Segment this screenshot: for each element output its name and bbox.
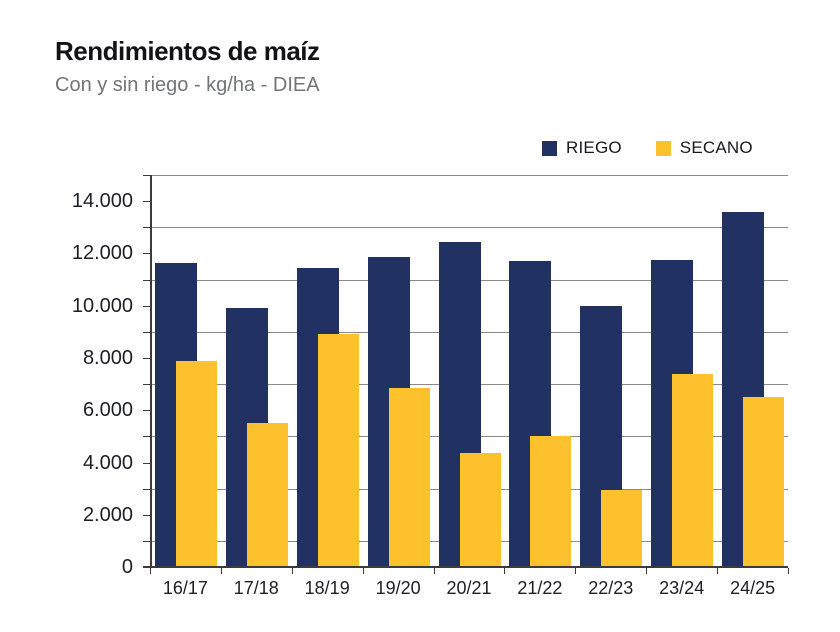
legend-swatch-riego	[542, 140, 557, 156]
x-axis-label-16/17: 16/17	[162, 578, 208, 598]
legend-label: SECANO	[679, 138, 753, 157]
y-tick-8000	[143, 357, 150, 359]
x-tick-6	[575, 568, 577, 574]
y-tick-11000	[143, 279, 150, 281]
chart-title: Rendimientos de maíz	[55, 36, 320, 66]
legend-label: RIEGO	[566, 138, 622, 157]
x-tick-1	[220, 568, 222, 574]
y-axis-label-10.000: 10.000	[71, 294, 133, 317]
y-axis-label-2.000: 2.000	[82, 503, 133, 526]
x-tick-3	[362, 568, 364, 574]
y-axis	[150, 175, 152, 567]
x-tick-7	[646, 568, 648, 574]
y-tick-10000	[143, 305, 150, 307]
bar-secano-21/22	[530, 436, 572, 567]
bar-secano-19/20	[388, 388, 430, 567]
x-axis-label-21/22: 21/22	[517, 578, 563, 598]
bar-secano-17/18	[246, 423, 288, 567]
legend-swatch-secano	[655, 140, 671, 156]
x-axis-label-18/19: 18/19	[304, 578, 350, 598]
y-tick-12000	[143, 253, 150, 255]
x-axis-label-23/24: 23/24	[659, 578, 705, 598]
x-tick-5	[504, 568, 506, 574]
x-axis-label-17/18: 17/18	[233, 578, 279, 598]
legend-item-riego: RIEGO	[542, 138, 622, 158]
bar-secano-16/17	[176, 360, 217, 567]
bar-secano-22/23	[601, 489, 643, 567]
x-tick-4	[433, 568, 435, 574]
y-tick-3000	[143, 488, 150, 490]
y-tick-7000	[143, 384, 150, 386]
y-tick-15000	[143, 175, 150, 176]
x-axis	[143, 566, 788, 568]
x-tick-8	[717, 568, 719, 574]
y-tick-4000	[143, 462, 150, 464]
x-tick-2	[291, 568, 293, 574]
chart-subtitle: Con y sin riego - kg/ha - DIEA	[55, 74, 320, 96]
y-axis-label-8.000: 8.000	[82, 346, 133, 369]
y-tick-5000	[143, 436, 150, 438]
y-axis-label-14.000: 14.000	[71, 190, 133, 213]
bar-secano-18/19	[317, 334, 359, 567]
x-axis-label-22/23: 22/23	[588, 578, 634, 598]
y-tick-9000	[143, 331, 150, 333]
y-tick-1000	[143, 540, 150, 542]
legend-item-secano: SECANO	[655, 138, 753, 158]
bar-secano-23/24	[672, 373, 714, 567]
x-tick-0	[150, 568, 151, 574]
y-axis-label-0: 0	[121, 556, 133, 578]
x-axis-label-20/21: 20/21	[446, 578, 492, 598]
y-tick-13000	[143, 227, 150, 229]
gridline-15000	[150, 175, 788, 176]
y-axis-label-12.000: 12.000	[71, 242, 133, 265]
y-tick-14000	[143, 201, 150, 203]
y-axis-label-4.000: 4.000	[82, 451, 133, 474]
y-tick-6000	[143, 410, 150, 412]
bar-secano-24/25	[743, 397, 785, 567]
x-tick-9	[788, 568, 789, 574]
legend: RIEGO SECANO	[542, 138, 753, 158]
bar-secano-20/21	[459, 453, 501, 567]
y-axis-label-6.000: 6.000	[82, 399, 133, 422]
y-tick-2000	[143, 514, 150, 516]
gridline-13000	[150, 227, 788, 229]
x-axis-label-24/25: 24/25	[730, 578, 776, 598]
x-axis-label-19/20: 19/20	[375, 578, 421, 598]
